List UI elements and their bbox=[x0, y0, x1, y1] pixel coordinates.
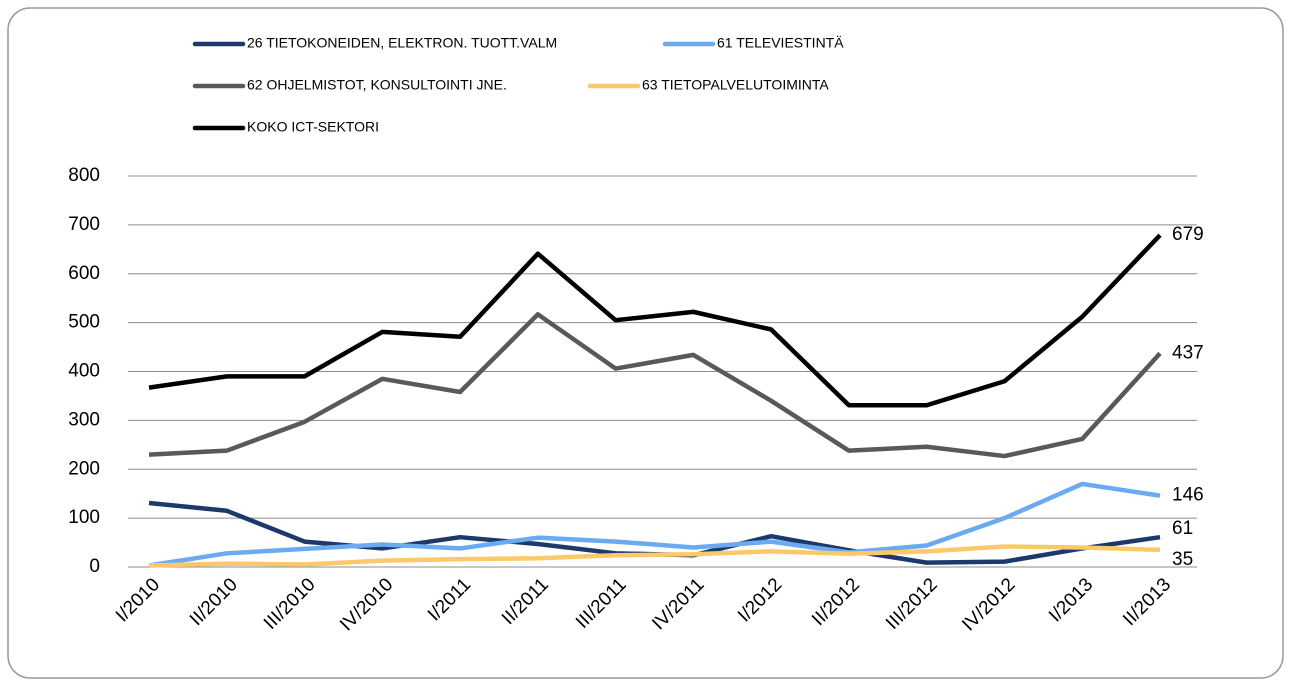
legend-label: 61 TELEVIESTINTÄ bbox=[717, 35, 844, 51]
data-label: 35 bbox=[1172, 549, 1193, 570]
data-label: 61 bbox=[1172, 518, 1193, 539]
y-tick-label: 100 bbox=[68, 507, 100, 528]
series-line bbox=[148, 481, 1161, 568]
y-tick-label: 600 bbox=[68, 263, 100, 284]
y-tick-label: 400 bbox=[68, 361, 100, 382]
data-label: 146 bbox=[1172, 485, 1204, 506]
series-line bbox=[148, 544, 1161, 568]
legend-label: 26 TIETOKONEIDEN, ELEKTRON. TUOTT.VALM bbox=[247, 35, 557, 51]
y-tick-label: 200 bbox=[68, 458, 100, 479]
y-tick-label: 800 bbox=[68, 165, 100, 186]
legend-label: 62 OHJELMISTOT, KONSULTOINTI JNE. bbox=[247, 77, 507, 93]
y-tick-label: 700 bbox=[68, 214, 100, 235]
data-label: 437 bbox=[1172, 342, 1204, 363]
series-line bbox=[148, 312, 1162, 459]
data-label: 679 bbox=[1172, 224, 1204, 245]
y-tick-label: 300 bbox=[68, 409, 100, 430]
chart-frame bbox=[7, 7, 1284, 679]
y-tick-label: 0 bbox=[89, 556, 100, 577]
series-line bbox=[148, 233, 1162, 408]
legend-label: KOKO ICT-SEKTORI bbox=[247, 119, 379, 135]
legend-label: 63 TIETOPALVELUTOIMINTA bbox=[642, 77, 829, 93]
y-tick-label: 500 bbox=[68, 312, 100, 333]
